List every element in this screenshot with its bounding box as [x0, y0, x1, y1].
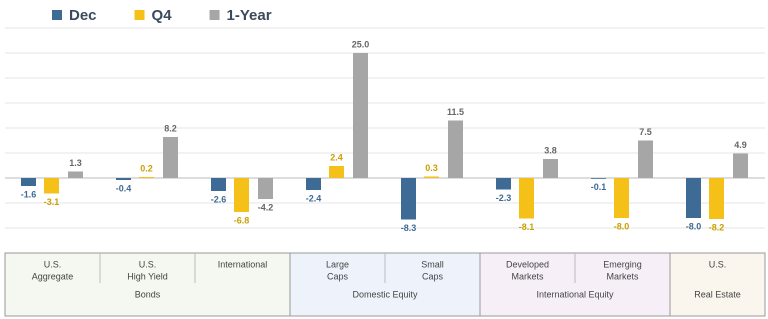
- bar: [401, 178, 416, 220]
- bar: [329, 166, 344, 178]
- value-label: -4.2: [258, 202, 274, 212]
- value-label: 8.2: [164, 123, 177, 133]
- bar: [306, 178, 321, 190]
- value-label: 11.5: [447, 107, 464, 117]
- value-label: -1.6: [21, 189, 37, 199]
- category-label: U.S.: [44, 259, 62, 269]
- group-label: Bonds: [135, 289, 161, 299]
- bar: [709, 178, 724, 219]
- category-label: Emerging: [603, 259, 642, 269]
- value-label: 2.4: [330, 152, 343, 162]
- category-label: Caps: [327, 271, 349, 281]
- category-label: High Yield: [127, 271, 168, 281]
- value-label: -2.3: [496, 193, 512, 203]
- bar: [163, 137, 178, 178]
- bar: [591, 178, 606, 179]
- bar: [68, 171, 83, 178]
- bar: [448, 120, 463, 178]
- group-label: Domestic Equity: [352, 289, 418, 299]
- value-label: -0.1: [591, 182, 607, 192]
- group-label: International Equity: [536, 289, 614, 299]
- category-label: Large: [326, 259, 349, 269]
- value-label: -8.0: [686, 221, 702, 231]
- bar: [353, 53, 368, 178]
- legend-label: Dec: [69, 7, 97, 24]
- bar: [234, 178, 249, 212]
- value-label: -8.0: [614, 221, 630, 231]
- category-label: Caps: [422, 271, 444, 281]
- group-label: Real Estate: [694, 289, 741, 299]
- legend-swatch: [209, 10, 220, 20]
- bar: [424, 176, 439, 178]
- value-label: -8.3: [401, 223, 417, 233]
- bar: [638, 140, 653, 178]
- category-label: Markets: [606, 271, 639, 281]
- value-label: 7.5: [639, 127, 652, 137]
- legend-label: Q4: [152, 7, 173, 24]
- category-label: Markets: [511, 271, 544, 281]
- value-label: -0.4: [116, 183, 132, 193]
- category-label: Small: [421, 259, 444, 269]
- value-label: 4.9: [734, 140, 747, 150]
- value-label: -6.8: [234, 215, 250, 225]
- legend-swatch: [134, 10, 145, 20]
- legend-swatch: [52, 10, 62, 20]
- value-label: 0.2: [140, 163, 153, 173]
- category-label: Developed: [506, 259, 549, 269]
- category-label: U.S.: [139, 259, 157, 269]
- bar: [543, 159, 558, 178]
- bar: [519, 178, 534, 219]
- value-label: 3.8: [544, 145, 557, 155]
- bar: [733, 153, 748, 178]
- value-label: 25.0: [352, 39, 370, 49]
- category-label: U.S.: [709, 259, 727, 269]
- legend-label: 1-Year: [227, 7, 272, 24]
- value-label: -2.6: [211, 194, 227, 204]
- bar: [614, 178, 629, 218]
- value-label: -8.2: [709, 222, 725, 232]
- category-label: Aggregate: [32, 271, 74, 281]
- bar: [116, 178, 131, 180]
- bar: [686, 178, 701, 218]
- value-label: -3.1: [44, 197, 60, 207]
- group-box: [669, 252, 766, 317]
- bar: [496, 178, 511, 190]
- bar: [44, 178, 59, 194]
- value-label: 1.3: [69, 158, 82, 168]
- bar: [211, 178, 226, 191]
- bar: [258, 178, 273, 199]
- value-label: 0.3: [425, 163, 438, 173]
- bar: [21, 178, 36, 186]
- bar: [139, 177, 154, 178]
- value-label: -8.1: [519, 222, 535, 232]
- value-label: -2.4: [306, 193, 322, 203]
- category-label: International: [218, 259, 268, 269]
